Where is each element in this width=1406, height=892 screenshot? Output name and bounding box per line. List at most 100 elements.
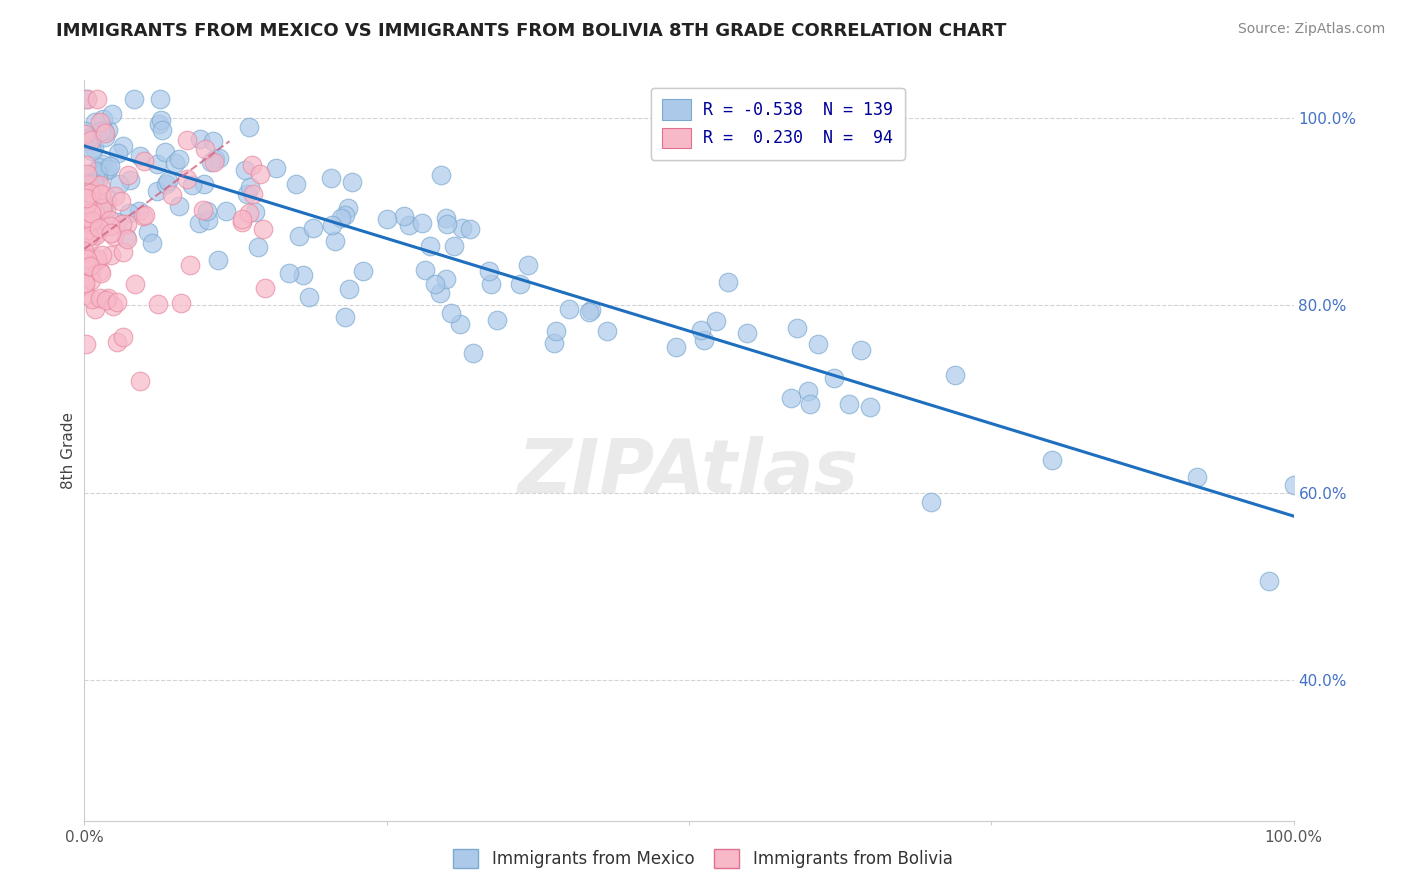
Point — [298, 290, 321, 304]
Point — [240, 158, 263, 172]
Point — [544, 324, 567, 338]
Point — [83, 177, 105, 191]
Point — [1258, 574, 1281, 588]
Point — [80, 214, 103, 228]
Point — [509, 277, 531, 291]
Point — [107, 146, 129, 161]
Point — [579, 302, 602, 317]
Point — [148, 117, 170, 131]
Point — [943, 368, 966, 383]
Point — [84, 302, 107, 317]
Point — [80, 145, 103, 159]
Point — [807, 336, 830, 351]
Point — [302, 220, 325, 235]
Point — [838, 397, 860, 411]
Point — [155, 145, 177, 159]
Point — [693, 333, 716, 347]
Point — [202, 134, 225, 148]
Point — [112, 139, 135, 153]
Point — [337, 282, 360, 296]
Point — [1185, 470, 1208, 484]
Point — [188, 132, 211, 146]
Point — [76, 252, 98, 266]
Point — [76, 222, 98, 236]
Point — [84, 164, 107, 178]
Point — [458, 221, 481, 235]
Point — [429, 286, 451, 301]
Point — [80, 132, 103, 146]
Point — [231, 211, 253, 226]
Point — [129, 374, 152, 388]
Point — [76, 167, 98, 181]
Point — [90, 187, 112, 202]
Point — [156, 174, 179, 188]
Point — [786, 321, 808, 335]
Point — [75, 158, 97, 172]
Point — [97, 161, 120, 176]
Point — [440, 306, 463, 320]
Text: ZIPAtlas: ZIPAtlas — [519, 436, 859, 509]
Point — [83, 115, 105, 129]
Point — [704, 314, 727, 328]
Point — [91, 112, 114, 126]
Point — [415, 262, 437, 277]
Point — [89, 291, 111, 305]
Point — [434, 272, 457, 286]
Point — [76, 132, 98, 146]
Point — [77, 178, 100, 193]
Point — [129, 149, 152, 163]
Point — [170, 296, 193, 310]
Point — [94, 202, 117, 216]
Point — [80, 185, 103, 199]
Point — [1040, 453, 1063, 467]
Point — [204, 152, 226, 166]
Point — [80, 293, 103, 307]
Point — [200, 155, 222, 169]
Point — [799, 397, 821, 411]
Point — [124, 277, 146, 291]
Point — [90, 186, 112, 201]
Point — [238, 120, 260, 134]
Point — [80, 273, 103, 287]
Point — [329, 211, 352, 225]
Point — [80, 231, 103, 245]
Point — [689, 323, 711, 337]
Point — [245, 205, 267, 219]
Point — [94, 198, 117, 212]
Point — [169, 199, 191, 213]
Point — [77, 258, 100, 272]
Point — [735, 326, 758, 340]
Point — [90, 266, 112, 280]
Point — [851, 343, 873, 358]
Point — [76, 92, 98, 106]
Point — [215, 203, 238, 218]
Point — [578, 305, 600, 319]
Point — [333, 310, 356, 325]
Point — [425, 277, 447, 292]
Point — [94, 163, 117, 178]
Point — [112, 330, 135, 344]
Point — [252, 222, 274, 236]
Point — [558, 301, 581, 316]
Point — [717, 275, 740, 289]
Point — [117, 217, 139, 231]
Point — [235, 186, 257, 201]
Point — [238, 206, 260, 220]
Point — [149, 92, 172, 106]
Point — [75, 191, 97, 205]
Point — [100, 248, 122, 262]
Point — [463, 346, 485, 360]
Legend: Immigrants from Mexico, Immigrants from Bolivia: Immigrants from Mexico, Immigrants from … — [447, 842, 959, 875]
Point — [73, 127, 96, 141]
Point — [84, 228, 107, 243]
Point — [146, 157, 169, 171]
Point — [352, 263, 374, 277]
Point — [86, 251, 108, 265]
Point — [98, 219, 121, 234]
Point — [193, 202, 215, 217]
Point — [148, 297, 170, 311]
Point — [233, 163, 256, 178]
Point — [79, 206, 101, 220]
Point — [1282, 478, 1305, 492]
Point — [179, 258, 201, 272]
